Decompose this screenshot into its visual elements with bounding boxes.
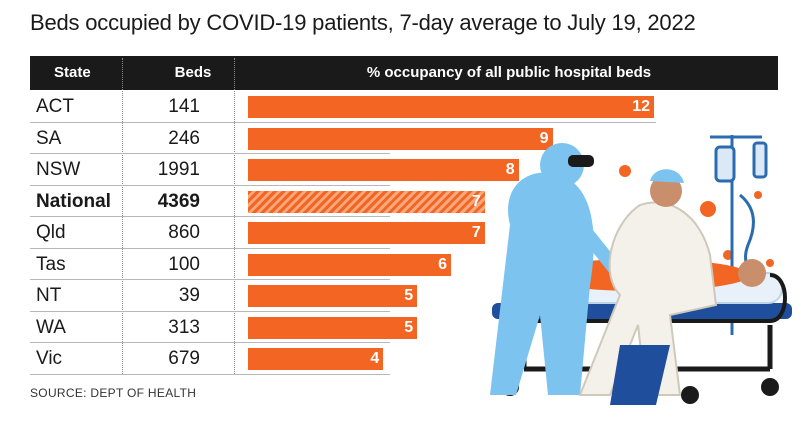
state-label: NT: [36, 285, 62, 306]
beds-value: 246: [168, 127, 200, 149]
row-divider: [30, 216, 390, 217]
viral-particle-icon: [507, 165, 774, 268]
occupancy-value-label: 7: [471, 192, 481, 210]
nurse-in-gown: [578, 169, 718, 405]
row-divider: [30, 310, 390, 312]
beds-value: 313: [168, 316, 200, 338]
occupancy-bar: 4: [248, 348, 384, 370]
chart-title: Beds occupied by COVID-19 patients, 7-da…: [30, 10, 696, 35]
occupancy-bar: 8: [248, 159, 519, 181]
header-occupancy: % occupancy of all public hospital beds: [366, 64, 652, 81]
beds-value: 4369: [157, 190, 200, 212]
state-label: ACT: [36, 96, 74, 117]
occupancy-value-label: 8: [505, 161, 515, 178]
occupancy-value-label: 9: [539, 129, 549, 147]
table-header: State Beds % occupancy of all public hos…: [30, 56, 778, 90]
occupancy-value-label: 5: [404, 287, 414, 304]
row-divider: [30, 279, 390, 280]
occupancy-value-label: 7: [471, 224, 481, 241]
occupancy-bar: 7: [248, 222, 485, 244]
row-divider: [30, 247, 390, 249]
row-divider: [30, 373, 390, 375]
healthcare-illustration: [490, 135, 792, 405]
state-label: Tas: [36, 253, 66, 275]
row-divider: [30, 121, 656, 123]
beds-value: 39: [178, 285, 200, 306]
occupancy-value-label: 4: [370, 350, 380, 367]
beds-value: 679: [168, 348, 200, 369]
header-beds: Beds: [174, 64, 212, 81]
state-label: NSW: [36, 159, 81, 180]
beds-value: 860: [168, 222, 200, 243]
occupancy-bar: 7: [248, 190, 485, 213]
row-divider: [30, 184, 390, 186]
state-label: National: [36, 190, 111, 212]
beds-value: 141: [168, 96, 200, 117]
state-label: Vic: [36, 348, 63, 369]
row-divider: [30, 153, 390, 154]
beds-value: 100: [168, 253, 200, 275]
occupancy-value-label: 6: [438, 255, 447, 273]
occupancy-bar: 5: [248, 316, 418, 339]
state-label: WA: [36, 316, 66, 338]
row-divider: [30, 342, 390, 343]
occupancy-value-label: 5: [404, 318, 414, 336]
occupancy-bar: 5: [248, 285, 418, 307]
state-label: Qld: [36, 222, 66, 243]
source-note: SOURCE: DEPT OF HEALTH: [30, 386, 197, 400]
occupancy-value-label: 12: [632, 98, 650, 115]
header-state: State: [54, 64, 91, 81]
state-label: SA: [36, 127, 62, 149]
beds-value: 1991: [157, 159, 200, 180]
occupancy-bar: 9: [248, 127, 553, 150]
occupancy-bar: 6: [248, 253, 451, 276]
occupancy-bar: 12: [248, 96, 654, 118]
